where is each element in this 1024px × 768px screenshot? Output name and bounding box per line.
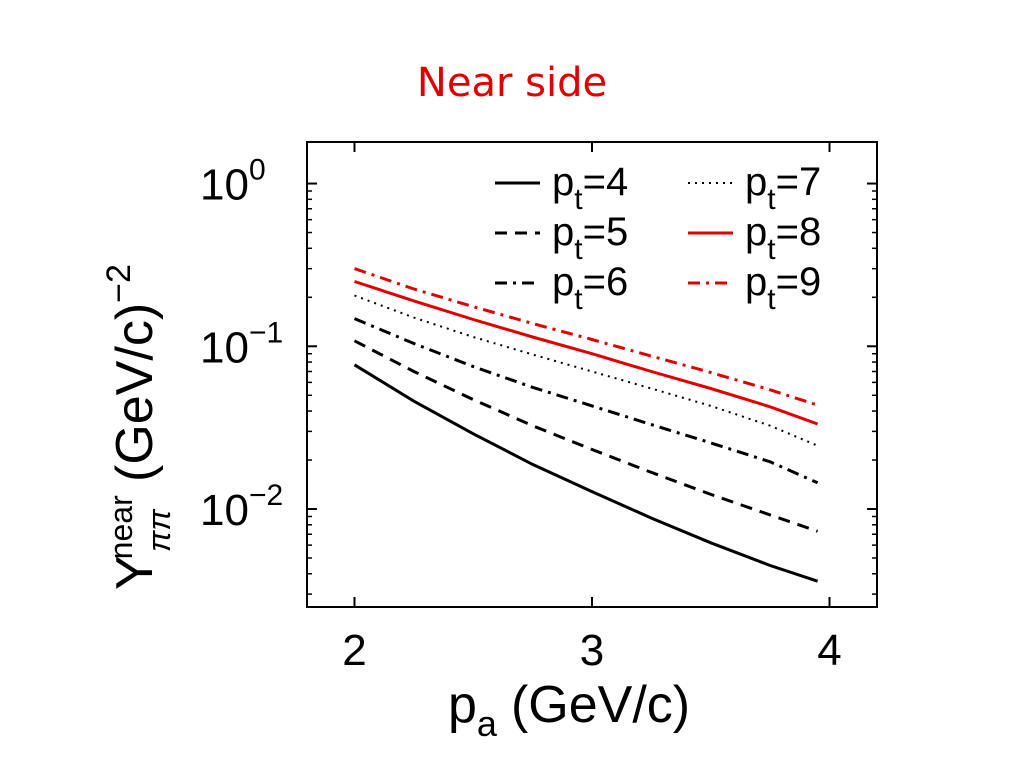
y-axis-label-main: Y	[106, 555, 164, 590]
y-tick-label: 100	[200, 154, 266, 210]
x-axis-label: pa (GeV/c)	[448, 676, 690, 744]
legend-label: pt=8	[745, 210, 821, 266]
slide-title: Near side	[416, 60, 608, 106]
y-axis-label-sub: ππ	[141, 509, 177, 552]
y-tick-label: 10−2	[200, 479, 283, 535]
legend-label: pt=7	[745, 160, 821, 216]
series-line-pt7	[354, 294, 818, 447]
y-axis-label: Ynearππ (GeV/c)−2	[100, 264, 177, 590]
x-tick-label: 3	[580, 626, 604, 675]
x-tick-label: 2	[342, 626, 366, 675]
y-tick-label: 10−1	[200, 316, 283, 372]
legend-label: pt=9	[745, 260, 821, 316]
y-axis-label-sup: near	[103, 495, 139, 559]
legend-label: pt=6	[552, 260, 628, 316]
legend-label: pt=4	[552, 160, 628, 216]
x-axis-label-main: p	[448, 676, 477, 734]
series-layer	[353, 267, 819, 583]
legend: pt=4pt=5pt=6 pt=7pt=8pt=9	[495, 160, 821, 316]
x-tick-label: 4	[817, 626, 841, 675]
legend-label: pt=5	[552, 210, 628, 266]
series-line-pt6	[353, 317, 819, 485]
y-axis-label-unit-exp: −2	[100, 264, 138, 303]
x-axis-label-unit: (GeV/c)	[511, 676, 690, 734]
series-line-pt5	[353, 339, 819, 533]
y-axis-label-unit: (GeV/c)	[106, 303, 164, 482]
series-line-pt4	[353, 363, 819, 583]
series-line-pt8	[354, 280, 819, 426]
axis-layer: 2 3 4 100 10−1 10−2	[200, 142, 877, 675]
series-line-pt9	[354, 267, 819, 407]
x-axis-label-sub: a	[477, 703, 498, 744]
